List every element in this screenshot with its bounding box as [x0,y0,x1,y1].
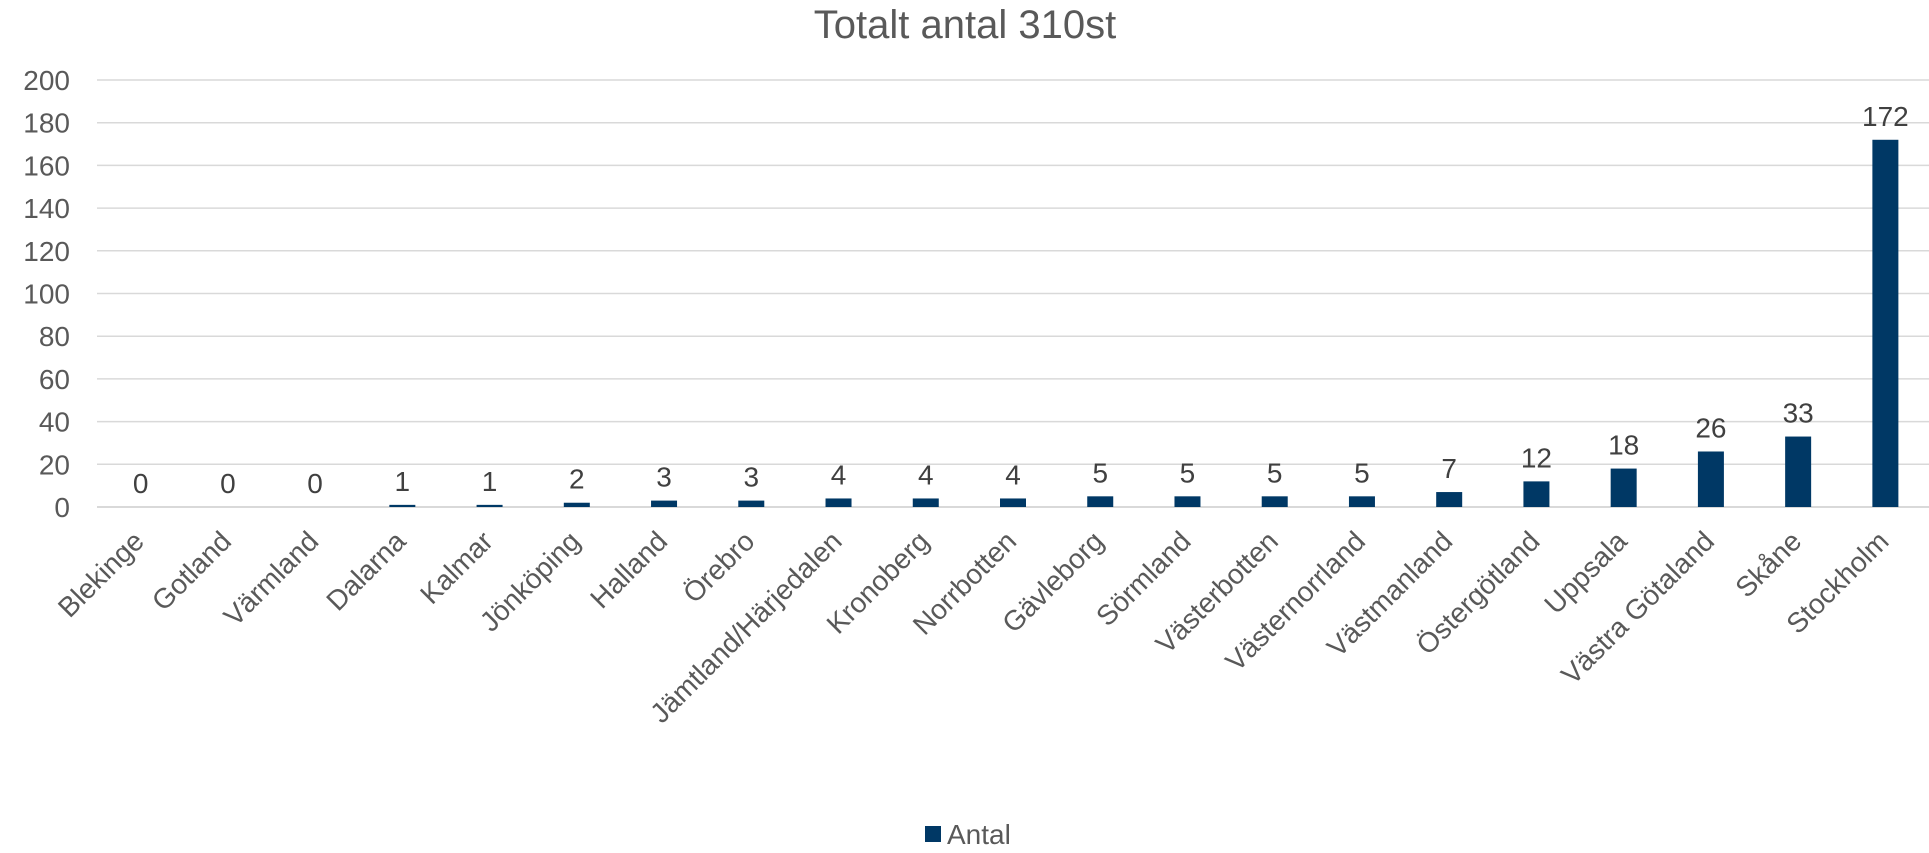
bar [1785,436,1812,507]
y-tick-label: 20 [39,449,70,480]
x-tick-label: Gotland [146,525,237,616]
data-label: 3 [656,462,672,493]
data-label: 7 [1441,453,1457,484]
legend-label-antal: Antal [947,819,1011,850]
bar [1697,451,1724,507]
bar [389,504,416,507]
x-tick-label: Örebro [677,525,761,609]
x-tick-label: Skåne [1729,525,1807,603]
data-label: 172 [1862,101,1909,132]
data-label: 4 [831,459,847,490]
data-label: 0 [220,468,236,499]
data-label: 5 [1267,457,1283,488]
bar [1436,492,1463,507]
bars [389,139,1899,507]
data-label: 5 [1092,457,1108,488]
bar [912,498,939,507]
data-label: 18 [1608,430,1639,461]
bar [476,504,503,507]
y-tick-label: 0 [54,492,70,523]
y-tick-label: 160 [23,150,70,181]
data-label: 4 [1005,459,1021,490]
bar [1872,139,1899,507]
bar [651,500,678,507]
bar [1000,498,1026,507]
bar [1348,496,1375,507]
bar [825,498,852,507]
bar [1523,481,1550,507]
y-axis-ticks: 0 20 40 60 80 100 120 140 160 180 200 [23,65,70,523]
y-tick-label: 200 [23,65,70,96]
data-label: 4 [918,459,934,490]
y-tick-label: 80 [39,321,70,352]
chart-title: Totalt antal 310st [814,3,1116,47]
x-tick-label: Blekinge [52,525,150,623]
bar [563,502,590,507]
data-label: 26 [1695,412,1726,443]
y-tick-label: 120 [23,236,70,267]
y-tick-label: 140 [23,193,70,224]
y-tick-label: 40 [39,407,70,438]
bar [1174,496,1201,507]
data-label: 1 [395,466,411,497]
bar [1261,496,1288,507]
y-tick-label: 100 [23,279,70,310]
bar [1087,496,1114,507]
x-tick-label: Västra Götaland [1555,525,1720,690]
bar [1610,468,1637,507]
x-tick-label: Dalarna [320,525,412,617]
data-label: 12 [1521,442,1552,473]
x-tick-label: Kalmar [414,525,499,610]
x-tick-label: Halland [584,525,673,614]
data-label: 3 [743,462,759,493]
data-label: 5 [1354,457,1370,488]
y-tick-label: 60 [39,364,70,395]
x-tick-label: Värmland [218,525,325,632]
data-label: 0 [133,468,149,499]
gridlines [97,79,1929,508]
data-label: 33 [1783,398,1814,429]
data-label: 0 [307,468,323,499]
data-label: 5 [1180,457,1196,488]
data-label: 1 [482,466,498,497]
bar [738,500,765,507]
legend: Antal [925,819,1011,850]
data-label: 2 [569,464,585,495]
y-tick-label: 180 [23,108,70,139]
legend-swatch [925,826,941,842]
